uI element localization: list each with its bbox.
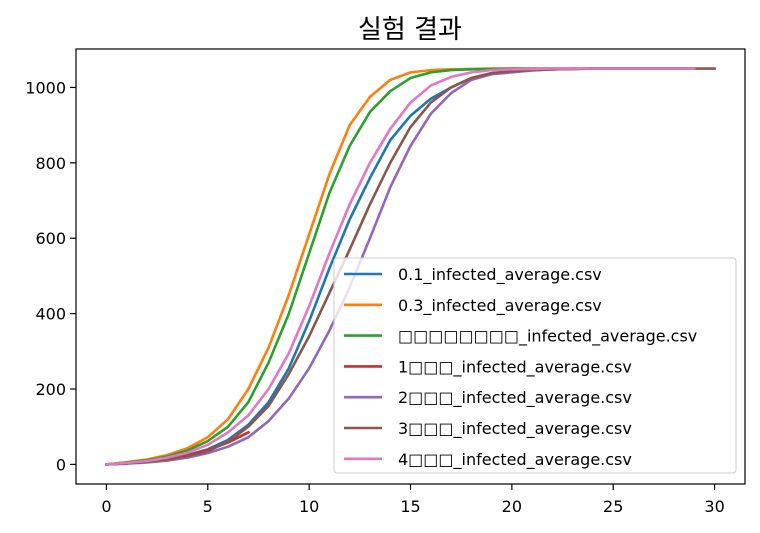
legend-box [333,257,737,474]
y-tick-label: 0 [56,455,66,474]
x-tick-label: 25 [603,497,623,516]
y-tick-label: 400 [35,305,66,324]
x-tick-label: 0 [101,497,111,516]
legend-label-3: 1□□□_infected_average.csv [398,357,632,377]
y-tick-label: 1000 [25,78,66,97]
y-axis: 0 200 400 600 800 1000 [25,78,76,474]
series-line-6 [105,67,696,466]
legend-label-2: □□□□□□□□_infected_average.csv [398,327,697,347]
y-tick-label: 600 [35,229,66,248]
legend: 0.1_infected_average.csv 0.3_infected_ave… [333,257,737,474]
x-tick-label: 30 [704,497,724,516]
y-tick-label: 200 [35,380,66,399]
legend-label-6: 4□□□_infected_average.csv [398,450,632,470]
x-tick-label: 5 [203,497,213,516]
legend-label-5: 3□□□_infected_average.csv [398,419,632,439]
chart-title: 실험 결과 [358,15,462,45]
y-tick-label: 800 [35,154,66,173]
legend-label-4: 2□□□_infected_average.csv [398,388,632,408]
legend-label-1: 0.3_infected_average.csv [398,296,602,316]
x-tick-label: 15 [400,497,420,516]
x-tick-label: 10 [299,497,319,516]
legend-label-0: 0.1_infected_average.csv [398,265,602,285]
plot-lines [104,67,716,466]
x-axis: 0 5 10 15 20 25 30 [101,484,725,516]
x-tick-label: 20 [502,497,522,516]
